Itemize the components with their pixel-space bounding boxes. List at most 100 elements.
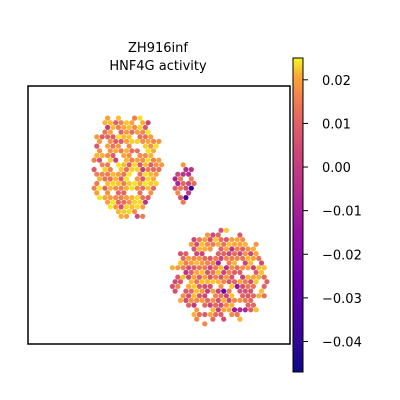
scatter-point <box>229 293 235 299</box>
scatter-point <box>177 185 184 191</box>
scatter-point <box>229 246 235 252</box>
scatter-point <box>107 185 113 191</box>
scatter-point <box>140 204 146 210</box>
scatter-point <box>221 241 227 247</box>
scatter-point <box>107 195 113 201</box>
scatter-point <box>145 195 151 201</box>
scatter-point <box>242 307 248 313</box>
scatter-point <box>210 279 216 285</box>
scatter-point <box>194 269 200 275</box>
scatter-point <box>188 297 194 303</box>
scatter-point <box>229 255 235 261</box>
scatter-point <box>183 260 189 266</box>
scatter-point <box>188 260 194 266</box>
scatter-point <box>129 120 135 126</box>
scatter-point <box>123 148 130 154</box>
scatter-point <box>215 241 221 247</box>
scatter-point <box>126 124 132 130</box>
scatter-point <box>105 171 111 177</box>
scatter-point <box>150 166 157 173</box>
scatter-point <box>113 195 119 201</box>
scatter-point <box>180 255 186 261</box>
scatter-point <box>215 279 221 285</box>
scatter-point <box>207 255 213 261</box>
scatter-point <box>223 237 229 243</box>
scatter-point <box>102 185 108 191</box>
scatter-point <box>102 120 108 126</box>
scatter-point <box>105 162 111 168</box>
scatter-point <box>107 148 113 154</box>
scatter-point <box>229 302 235 308</box>
scatter-point <box>253 251 259 257</box>
scatter-point <box>134 166 140 173</box>
scatter-point <box>204 288 211 294</box>
scatter-point <box>256 255 262 261</box>
scatter-point <box>140 129 146 135</box>
scatter-point <box>105 190 111 196</box>
scatter-point <box>250 283 256 289</box>
scatter-point <box>261 283 267 289</box>
scatter-point <box>256 274 262 280</box>
scatter-point <box>245 274 251 280</box>
scatter-point <box>150 157 157 163</box>
scatter-point <box>142 134 148 140</box>
scatter-point <box>177 279 184 285</box>
scatter-point <box>253 279 259 285</box>
scatter-point <box>145 166 151 173</box>
scatter-point <box>213 265 219 271</box>
scatter-point <box>129 129 135 135</box>
scatter-point <box>99 171 105 177</box>
scatter-point <box>204 279 211 285</box>
colorbar-ticks: 0.02 0.01 0.00 −0.01 −0.02 −0.03 −0.04 <box>303 74 362 350</box>
scatter-point <box>169 265 175 271</box>
scatter-point <box>223 274 229 280</box>
scatter-point <box>137 190 143 196</box>
scatter-point <box>253 269 259 275</box>
scatter-point <box>118 185 124 191</box>
scatter-point <box>115 124 121 130</box>
scatter-point <box>105 143 111 149</box>
scatter-point <box>237 269 243 275</box>
scatter-point <box>134 157 140 163</box>
scatter-point <box>215 251 221 257</box>
scatter-point <box>126 171 132 177</box>
scatter-point <box>129 138 135 144</box>
scatter-point <box>210 316 216 322</box>
scatter-point <box>148 134 154 140</box>
scatter-point <box>207 302 213 308</box>
scatter-point <box>213 237 219 243</box>
scatter-point <box>105 134 111 140</box>
scatter-point <box>134 185 140 191</box>
scatter-point <box>121 152 127 159</box>
scatter-point <box>142 152 148 159</box>
scatter-point <box>213 293 219 299</box>
scatter-point <box>118 204 124 210</box>
scatter-point <box>237 307 243 313</box>
scatter-point <box>245 302 251 308</box>
scatter-point <box>110 171 116 177</box>
scatter-point <box>250 246 256 252</box>
scatter-point <box>148 143 154 149</box>
scatter-point <box>137 180 143 187</box>
scatter-point <box>94 180 100 187</box>
scatter-point <box>196 255 202 261</box>
scatter-point <box>196 237 202 243</box>
scatter-point <box>137 171 143 177</box>
scatter-point <box>115 190 121 196</box>
scatter-point <box>234 255 240 261</box>
scatter-point <box>186 190 192 196</box>
scatter-point <box>123 176 130 182</box>
scatter-point <box>221 279 227 285</box>
scatter-point <box>186 283 192 289</box>
scatter-point <box>123 157 130 163</box>
scatter-point <box>183 269 189 275</box>
scatter-point <box>210 241 216 247</box>
scatter-point <box>261 293 267 299</box>
scatter-point <box>123 129 130 135</box>
scatter-point <box>113 148 119 154</box>
scatter-point <box>223 227 229 233</box>
scatter-point <box>172 176 178 182</box>
scatter-point <box>199 297 205 303</box>
scatter-point <box>218 265 224 271</box>
